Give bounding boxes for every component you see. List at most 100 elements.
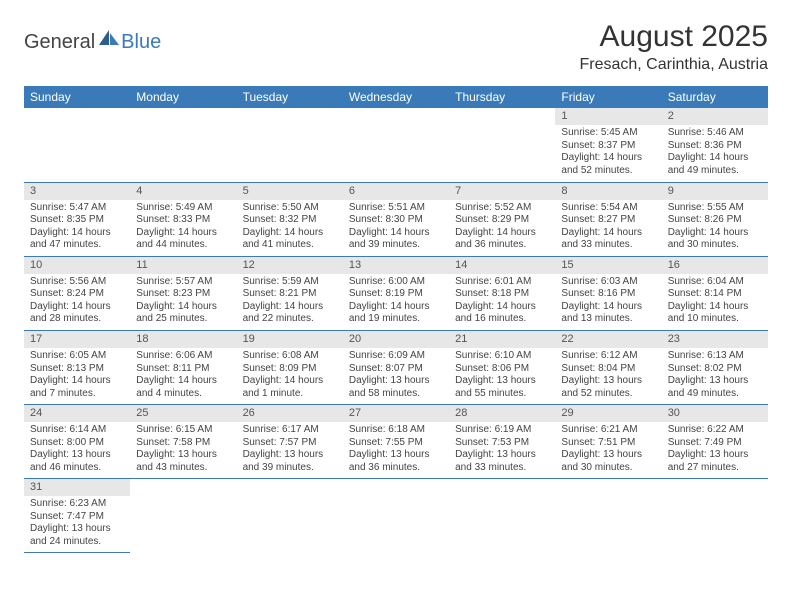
logo: General Blue — [24, 28, 161, 57]
calendar-cell: 24Sunrise: 6:14 AMSunset: 8:00 PMDayligh… — [24, 405, 130, 479]
day-details: Sunrise: 5:57 AMSunset: 8:23 PMDaylight:… — [130, 274, 236, 330]
day-number: 5 — [237, 183, 343, 200]
day-details: Sunrise: 6:05 AMSunset: 8:13 PMDaylight:… — [24, 348, 130, 404]
calendar-cell: 9Sunrise: 5:55 AMSunset: 8:26 PMDaylight… — [662, 182, 768, 256]
day-details: Sunrise: 6:06 AMSunset: 8:11 PMDaylight:… — [130, 348, 236, 404]
calendar-cell: 31Sunrise: 6:23 AMSunset: 7:47 PMDayligh… — [24, 479, 130, 553]
calendar-cell: 4Sunrise: 5:49 AMSunset: 8:33 PMDaylight… — [130, 182, 236, 256]
day-number: 17 — [24, 331, 130, 348]
calendar-cell: 3Sunrise: 5:47 AMSunset: 8:35 PMDaylight… — [24, 182, 130, 256]
weekday-header: Saturday — [662, 86, 768, 108]
day-details: Sunrise: 6:03 AMSunset: 8:16 PMDaylight:… — [555, 274, 661, 330]
calendar-cell: 5Sunrise: 5:50 AMSunset: 8:32 PMDaylight… — [237, 182, 343, 256]
day-details: Sunrise: 6:13 AMSunset: 8:02 PMDaylight:… — [662, 348, 768, 404]
logo-word-2: Blue — [121, 31, 161, 54]
day-details: Sunrise: 6:12 AMSunset: 8:04 PMDaylight:… — [555, 348, 661, 404]
day-details: Sunrise: 5:52 AMSunset: 8:29 PMDaylight:… — [449, 200, 555, 256]
day-number: 13 — [343, 257, 449, 274]
calendar-cell: 26Sunrise: 6:17 AMSunset: 7:57 PMDayligh… — [237, 405, 343, 479]
calendar-cell — [555, 479, 661, 553]
day-number: 12 — [237, 257, 343, 274]
day-details: Sunrise: 5:54 AMSunset: 8:27 PMDaylight:… — [555, 200, 661, 256]
calendar-cell: 22Sunrise: 6:12 AMSunset: 8:04 PMDayligh… — [555, 330, 661, 404]
day-number: 21 — [449, 331, 555, 348]
calendar-cell — [343, 108, 449, 182]
weekday-header: Monday — [130, 86, 236, 108]
calendar-cell: 21Sunrise: 6:10 AMSunset: 8:06 PMDayligh… — [449, 330, 555, 404]
calendar-cell: 23Sunrise: 6:13 AMSunset: 8:02 PMDayligh… — [662, 330, 768, 404]
day-number: 14 — [449, 257, 555, 274]
day-number: 6 — [343, 183, 449, 200]
day-details: Sunrise: 5:55 AMSunset: 8:26 PMDaylight:… — [662, 200, 768, 256]
logo-word-1: General — [24, 31, 95, 54]
calendar-cell: 13Sunrise: 6:00 AMSunset: 8:19 PMDayligh… — [343, 256, 449, 330]
calendar-cell — [449, 108, 555, 182]
day-details: Sunrise: 6:10 AMSunset: 8:06 PMDaylight:… — [449, 348, 555, 404]
day-details: Sunrise: 5:50 AMSunset: 8:32 PMDaylight:… — [237, 200, 343, 256]
calendar-cell: 29Sunrise: 6:21 AMSunset: 7:51 PMDayligh… — [555, 405, 661, 479]
day-details: Sunrise: 6:01 AMSunset: 8:18 PMDaylight:… — [449, 274, 555, 330]
day-details: Sunrise: 6:08 AMSunset: 8:09 PMDaylight:… — [237, 348, 343, 404]
calendar-cell: 16Sunrise: 6:04 AMSunset: 8:14 PMDayligh… — [662, 256, 768, 330]
day-number: 10 — [24, 257, 130, 274]
day-number: 9 — [662, 183, 768, 200]
weekday-header: Tuesday — [237, 86, 343, 108]
day-number: 20 — [343, 331, 449, 348]
day-number: 4 — [130, 183, 236, 200]
calendar-cell: 30Sunrise: 6:22 AMSunset: 7:49 PMDayligh… — [662, 405, 768, 479]
calendar-cell: 8Sunrise: 5:54 AMSunset: 8:27 PMDaylight… — [555, 182, 661, 256]
day-details: Sunrise: 6:09 AMSunset: 8:07 PMDaylight:… — [343, 348, 449, 404]
weekday-header: Sunday — [24, 86, 130, 108]
day-details: Sunrise: 6:15 AMSunset: 7:58 PMDaylight:… — [130, 422, 236, 478]
calendar-cell: 12Sunrise: 5:59 AMSunset: 8:21 PMDayligh… — [237, 256, 343, 330]
calendar-cell: 10Sunrise: 5:56 AMSunset: 8:24 PMDayligh… — [24, 256, 130, 330]
calendar-cell — [24, 108, 130, 182]
day-number: 15 — [555, 257, 661, 274]
title-block: August 2025 Fresach, Carinthia, Austria — [579, 20, 768, 74]
calendar-cell: 17Sunrise: 6:05 AMSunset: 8:13 PMDayligh… — [24, 330, 130, 404]
day-details: Sunrise: 6:14 AMSunset: 8:00 PMDaylight:… — [24, 422, 130, 478]
day-number: 27 — [343, 405, 449, 422]
day-number: 26 — [237, 405, 343, 422]
day-details: Sunrise: 6:22 AMSunset: 7:49 PMDaylight:… — [662, 422, 768, 478]
day-number: 3 — [24, 183, 130, 200]
calendar-cell — [449, 479, 555, 553]
calendar-cell: 2Sunrise: 5:46 AMSunset: 8:36 PMDaylight… — [662, 108, 768, 182]
day-details: Sunrise: 5:45 AMSunset: 8:37 PMDaylight:… — [555, 125, 661, 181]
calendar-cell — [662, 479, 768, 553]
day-number: 16 — [662, 257, 768, 274]
day-details: Sunrise: 6:04 AMSunset: 8:14 PMDaylight:… — [662, 274, 768, 330]
weekday-header: Thursday — [449, 86, 555, 108]
calendar-cell — [130, 108, 236, 182]
day-number: 19 — [237, 331, 343, 348]
day-details: Sunrise: 5:46 AMSunset: 8:36 PMDaylight:… — [662, 125, 768, 181]
calendar-cell — [237, 108, 343, 182]
day-details: Sunrise: 6:23 AMSunset: 7:47 PMDaylight:… — [24, 496, 130, 552]
calendar-cell: 14Sunrise: 6:01 AMSunset: 8:18 PMDayligh… — [449, 256, 555, 330]
calendar-cell: 18Sunrise: 6:06 AMSunset: 8:11 PMDayligh… — [130, 330, 236, 404]
day-number: 11 — [130, 257, 236, 274]
calendar-cell: 11Sunrise: 5:57 AMSunset: 8:23 PMDayligh… — [130, 256, 236, 330]
day-details: Sunrise: 5:59 AMSunset: 8:21 PMDaylight:… — [237, 274, 343, 330]
location-subtitle: Fresach, Carinthia, Austria — [579, 56, 768, 74]
day-number: 23 — [662, 331, 768, 348]
calendar-cell: 20Sunrise: 6:09 AMSunset: 8:07 PMDayligh… — [343, 330, 449, 404]
calendar-cell: 28Sunrise: 6:19 AMSunset: 7:53 PMDayligh… — [449, 405, 555, 479]
day-number: 24 — [24, 405, 130, 422]
page-title: August 2025 — [579, 20, 768, 54]
day-details: Sunrise: 5:49 AMSunset: 8:33 PMDaylight:… — [130, 200, 236, 256]
day-details: Sunrise: 6:18 AMSunset: 7:55 PMDaylight:… — [343, 422, 449, 478]
day-number: 31 — [24, 479, 130, 496]
logo-sail-icon — [98, 28, 120, 51]
calendar-cell: 6Sunrise: 5:51 AMSunset: 8:30 PMDaylight… — [343, 182, 449, 256]
day-number: 18 — [130, 331, 236, 348]
calendar-cell: 27Sunrise: 6:18 AMSunset: 7:55 PMDayligh… — [343, 405, 449, 479]
calendar-cell — [130, 479, 236, 553]
calendar-cell: 15Sunrise: 6:03 AMSunset: 8:16 PMDayligh… — [555, 256, 661, 330]
day-details: Sunrise: 6:21 AMSunset: 7:51 PMDaylight:… — [555, 422, 661, 478]
day-details: Sunrise: 6:00 AMSunset: 8:19 PMDaylight:… — [343, 274, 449, 330]
day-number: 2 — [662, 108, 768, 125]
header: General Blue August 2025 Fresach, Carint… — [24, 20, 768, 74]
day-number: 22 — [555, 331, 661, 348]
calendar-cell: 7Sunrise: 5:52 AMSunset: 8:29 PMDaylight… — [449, 182, 555, 256]
